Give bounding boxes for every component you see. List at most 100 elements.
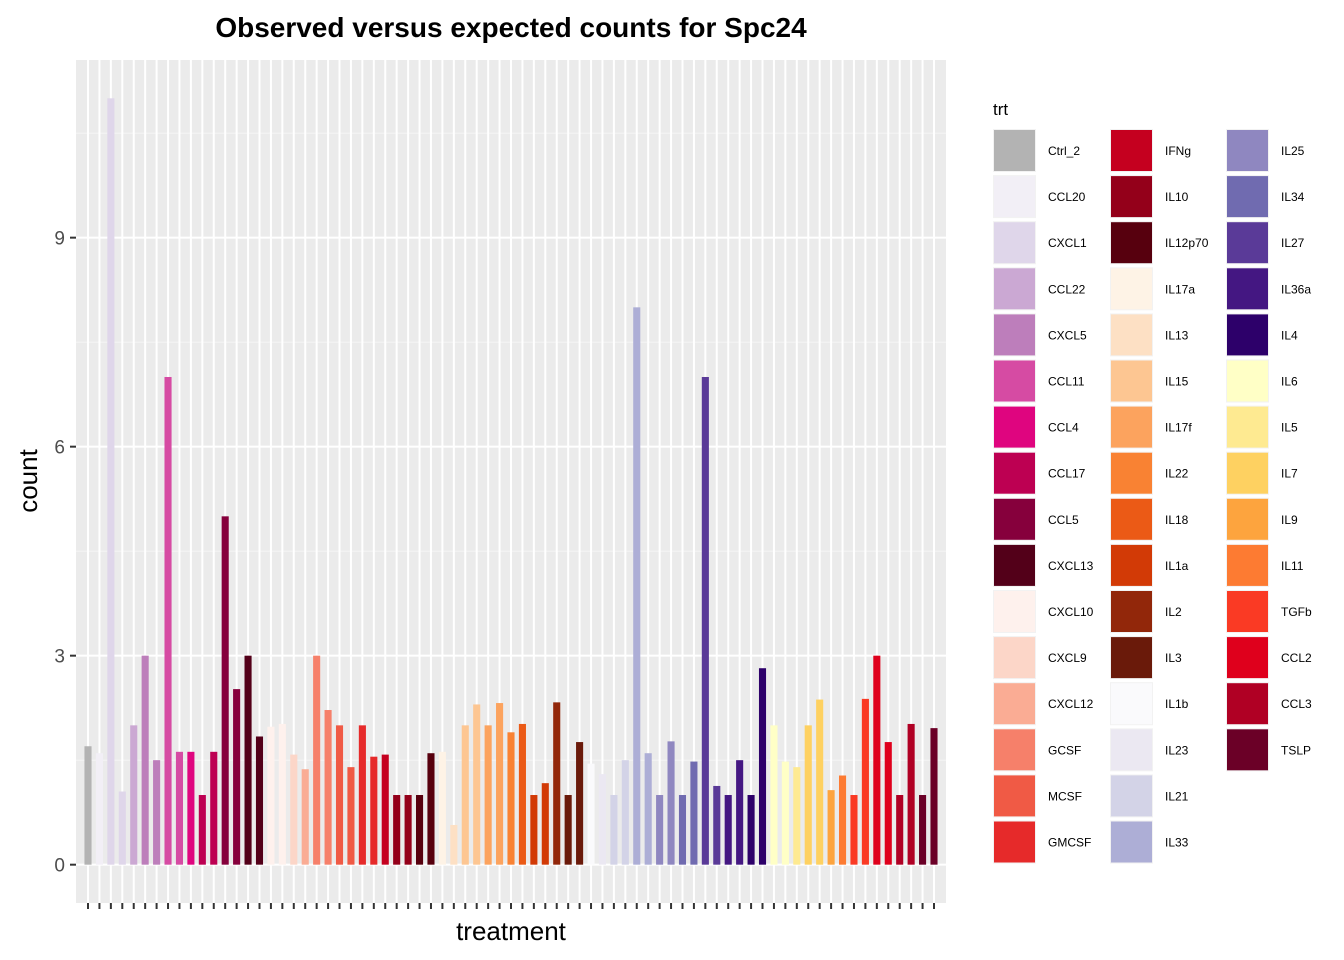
legend-swatch xyxy=(994,268,1035,310)
legend-swatch xyxy=(1227,637,1268,679)
legend-swatch xyxy=(994,360,1035,402)
legend-swatch xyxy=(1111,268,1152,310)
bar xyxy=(770,725,778,865)
bar xyxy=(621,760,629,865)
legend-label: CXCL5 xyxy=(1048,328,1087,342)
bar xyxy=(244,655,252,865)
bar xyxy=(884,742,892,865)
bar xyxy=(701,376,709,865)
bar xyxy=(507,732,515,865)
legend-label: IL2 xyxy=(1165,605,1182,619)
legend-label: IL4 xyxy=(1281,328,1298,342)
bar xyxy=(896,795,904,865)
legend-swatch xyxy=(994,130,1035,171)
legend-label: IL3 xyxy=(1165,651,1182,665)
legend-swatch xyxy=(1227,729,1268,771)
bar xyxy=(313,655,321,865)
legend-label: IL7 xyxy=(1281,467,1298,481)
bar xyxy=(518,723,526,865)
bar xyxy=(164,376,172,865)
legend-swatch xyxy=(1111,130,1152,171)
bar xyxy=(484,725,492,865)
bar xyxy=(335,725,344,865)
bar xyxy=(838,775,847,865)
bar xyxy=(496,703,504,865)
legend-label: IL10 xyxy=(1165,190,1189,204)
legend-label: CCL3 xyxy=(1281,697,1312,711)
bar xyxy=(84,746,92,865)
legend-label: IL11 xyxy=(1281,559,1304,573)
legend-swatch xyxy=(994,683,1035,725)
bar xyxy=(930,728,938,865)
legend-swatch xyxy=(1227,683,1268,725)
y-tick-label: 6 xyxy=(54,438,65,459)
legend-swatch xyxy=(1227,268,1268,310)
bar xyxy=(850,795,858,865)
legend-swatch xyxy=(994,821,1035,863)
y-tick-label: 3 xyxy=(54,647,65,668)
legend-swatch xyxy=(1111,821,1152,863)
legend-label: IL36a xyxy=(1281,282,1311,296)
legend-label: TGFb xyxy=(1281,605,1312,619)
bar xyxy=(861,698,869,865)
legend-swatch xyxy=(1227,360,1268,402)
legend-swatch xyxy=(1227,222,1268,264)
legend-label: Ctrl_2 xyxy=(1048,144,1080,158)
bar xyxy=(564,795,572,865)
legend-swatch xyxy=(994,775,1035,817)
legend-label: IL12p70 xyxy=(1165,236,1209,250)
bar xyxy=(233,689,241,865)
bar xyxy=(438,751,446,865)
legend-label: GCSF xyxy=(1048,743,1081,757)
legend-label: CCL22 xyxy=(1048,282,1086,296)
legend-label: IL1b xyxy=(1165,697,1189,711)
bar xyxy=(541,783,549,865)
legend-swatch xyxy=(1111,314,1152,356)
bar xyxy=(210,751,218,865)
bar xyxy=(804,725,812,865)
legend-label: IL1a xyxy=(1165,559,1189,573)
legend-label: IL34 xyxy=(1281,190,1305,204)
bar xyxy=(221,516,229,865)
legend-label: IL22 xyxy=(1165,467,1189,481)
legend-label: CCL4 xyxy=(1048,421,1079,435)
bar xyxy=(656,795,664,865)
legend-label: GMCSF xyxy=(1048,836,1091,850)
bar xyxy=(404,795,412,865)
legend-swatch xyxy=(994,452,1035,494)
legend-swatch xyxy=(1111,544,1152,586)
legend-label: IL9 xyxy=(1281,513,1298,527)
legend-swatch xyxy=(994,544,1035,586)
bar xyxy=(255,736,264,865)
bar xyxy=(678,795,687,865)
legend-swatch xyxy=(1227,591,1268,632)
legend-label: CXCL10 xyxy=(1048,605,1094,619)
legend-swatch xyxy=(1227,544,1268,586)
legend-swatch xyxy=(994,637,1035,679)
legend-label: IL5 xyxy=(1281,421,1298,435)
legend-label: IL13 xyxy=(1165,328,1189,342)
bar xyxy=(267,726,275,865)
legend-label: CCL2 xyxy=(1281,651,1312,665)
bar xyxy=(393,795,401,865)
bar xyxy=(713,785,721,865)
bar xyxy=(450,824,458,865)
legend-label: CXCL1 xyxy=(1048,236,1087,250)
bar xyxy=(816,699,824,865)
chart-title: Observed versus expected counts for Spc2… xyxy=(215,12,807,43)
legend-swatch xyxy=(1227,176,1268,218)
legend-swatch xyxy=(1227,314,1268,356)
bar xyxy=(118,791,126,865)
y-axis-title: count xyxy=(13,448,43,512)
legend-label: TSLP xyxy=(1281,743,1311,757)
legend-swatch xyxy=(1111,222,1152,264)
bar xyxy=(610,795,618,865)
bar xyxy=(107,98,115,865)
y-tick-label: 9 xyxy=(54,229,65,250)
legend-label: IL18 xyxy=(1165,513,1189,527)
legend-swatch xyxy=(1111,775,1152,817)
legend-label: CCL17 xyxy=(1048,467,1086,481)
legend-label: CXCL12 xyxy=(1048,697,1094,711)
bar xyxy=(530,795,538,865)
y-tick-label: 0 xyxy=(54,856,65,877)
